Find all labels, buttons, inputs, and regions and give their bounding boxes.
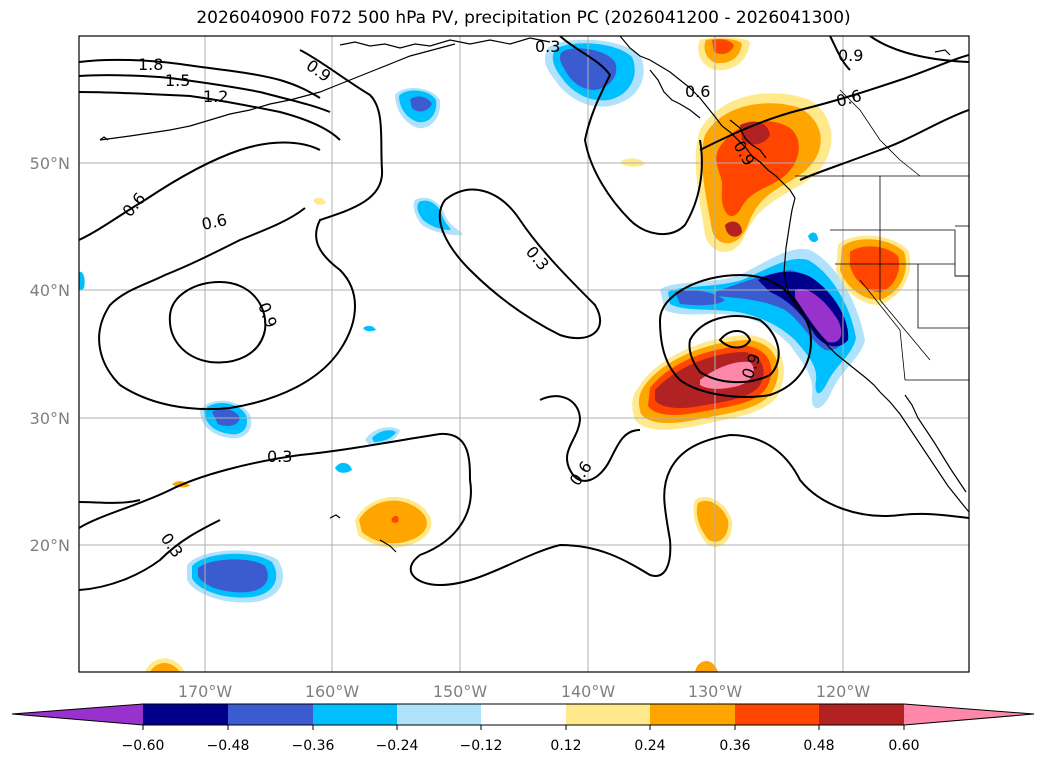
precip-anomaly-gulf-alaska [544, 39, 644, 107]
colorbar-over-triangle [904, 704, 1034, 725]
lon-label: 140°W [561, 682, 616, 701]
colorbar-swatch [650, 704, 735, 725]
precip-anomaly-spot [150, 662, 180, 672]
colorbar-under-triangle [12, 704, 143, 725]
colorbar-swatch [143, 704, 228, 725]
precip-anomaly-offshore-sw [632, 335, 784, 430]
colorbar-swatch [819, 704, 904, 725]
lat-label: 40°N [30, 281, 70, 300]
political-borders [795, 89, 969, 381]
colorbar-tick: 0.48 [803, 738, 834, 754]
contour-label: 0.9 [838, 46, 863, 65]
contour-label: 0.3 [535, 37, 560, 56]
precip-anomaly-great-basin [836, 235, 911, 305]
colorbar-tick: −0.12 [460, 738, 503, 754]
precip-anomaly-spot [212, 408, 240, 426]
lat-label: 20°N [30, 536, 70, 555]
contour-label: 0.6 [200, 210, 229, 234]
colorbar-swatch [481, 704, 566, 725]
colorbar-swatch [566, 704, 650, 725]
lat-label: 30°N [30, 409, 70, 428]
contour-label: 0.6 [685, 82, 710, 101]
contour-label: 0.3 [267, 447, 292, 466]
pv-contours [79, 36, 969, 591]
precip-anomaly-spot [198, 559, 268, 593]
precip-anomaly-spot [410, 96, 432, 112]
colorbar-tick: −0.24 [376, 738, 419, 754]
plot-border [78, 35, 970, 673]
contour-label: 1.5 [165, 71, 190, 90]
lon-axis-labels: 170°W 160°W 150°W 140°W 130°W 120°W [178, 682, 871, 701]
colorbar-swatch [228, 704, 313, 725]
colorbar-tick: −0.48 [207, 738, 250, 754]
precip-anomaly-spot [808, 232, 818, 243]
lat-label: 50°N [30, 154, 70, 173]
precip-anomaly-spot [372, 430, 396, 442]
colorbar-swatch [735, 704, 819, 725]
lon-label: 150°W [433, 682, 488, 701]
colorbar-tick: −0.36 [292, 738, 335, 754]
precip-anomaly-spot [79, 271, 85, 291]
contour-label: 1.8 [138, 55, 163, 74]
lon-label: 160°W [305, 682, 360, 701]
colorbar: −0.60 −0.48 −0.36 −0.24 −0.12 0.12 0.24 … [11, 703, 1035, 754]
colorbar-swatch [397, 704, 481, 725]
colorbar-swatch [313, 704, 397, 725]
colorbar-tick: 0.36 [719, 738, 750, 754]
lon-label: 130°W [688, 682, 743, 701]
precip-anomaly-spot [696, 500, 729, 542]
precip-anomaly-spot [695, 661, 718, 672]
colorbar-tick: 0.60 [888, 738, 919, 754]
precip-anomaly-hawaii [355, 496, 432, 548]
precip-anomaly-pnw [695, 37, 832, 252]
lon-label: 170°W [178, 682, 233, 701]
precip-anomaly-spot [313, 197, 326, 205]
precip-anomaly-spot [363, 325, 376, 332]
precip-anomaly-spot [417, 200, 451, 230]
coastlines [99, 36, 969, 553]
contour-label: 1.2 [203, 87, 228, 106]
grid-lines [79, 36, 969, 672]
colorbar-tick: 0.24 [634, 738, 665, 754]
chart-title: 2026040900 F072 500 hPa PV, precipitatio… [196, 8, 851, 28]
lat-axis-labels: 50°N 40°N 30°N 20°N [30, 154, 70, 555]
colorbar-tick: −0.60 [122, 738, 165, 754]
precip-anomaly-spot [335, 462, 352, 473]
colorbar-tick: 0.12 [550, 738, 581, 754]
lon-label: 120°W [816, 682, 871, 701]
